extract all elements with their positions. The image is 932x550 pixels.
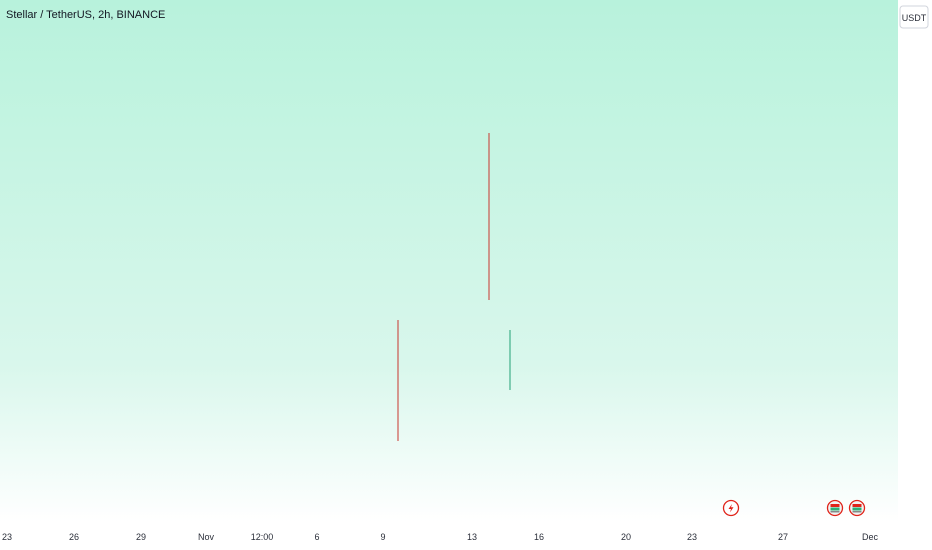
x-tick-label: 20: [621, 532, 631, 542]
plot-background: [0, 0, 898, 522]
x-tick-label: 23: [687, 532, 697, 542]
x-tick-label: Dec: [862, 532, 879, 542]
x-tick-label: 29: [136, 532, 146, 542]
x-tick-label: Nov: [198, 532, 215, 542]
currency-button[interactable]: USDT: [899, 5, 929, 29]
x-tick-label: 12:00: [251, 532, 274, 542]
x-tick-label: 6: [314, 532, 319, 542]
event-flag-icon[interactable]: [848, 499, 866, 517]
price-axis-background: [898, 0, 932, 522]
x-tick-label: 13: [467, 532, 477, 542]
lightning-icon[interactable]: [722, 499, 740, 517]
x-tick-label: 23: [2, 532, 12, 542]
event-flag-icon[interactable]: [826, 499, 844, 517]
time-axis-background: [0, 522, 932, 550]
x-axis-ticks: 23 26 29 Nov 12:00 6 9 13 16 20 23 27 Dec: [2, 532, 879, 542]
x-tick-label: 27: [778, 532, 788, 542]
x-tick-label: 9: [380, 532, 385, 542]
chart-title: Stellar / TetherUS, 2h, BINANCE: [6, 9, 166, 21]
candles-group: [397, 133, 511, 441]
x-tick-label: 16: [534, 532, 544, 542]
currency-button-label: USDT: [902, 13, 927, 23]
x-tick-label: 26: [69, 532, 79, 542]
